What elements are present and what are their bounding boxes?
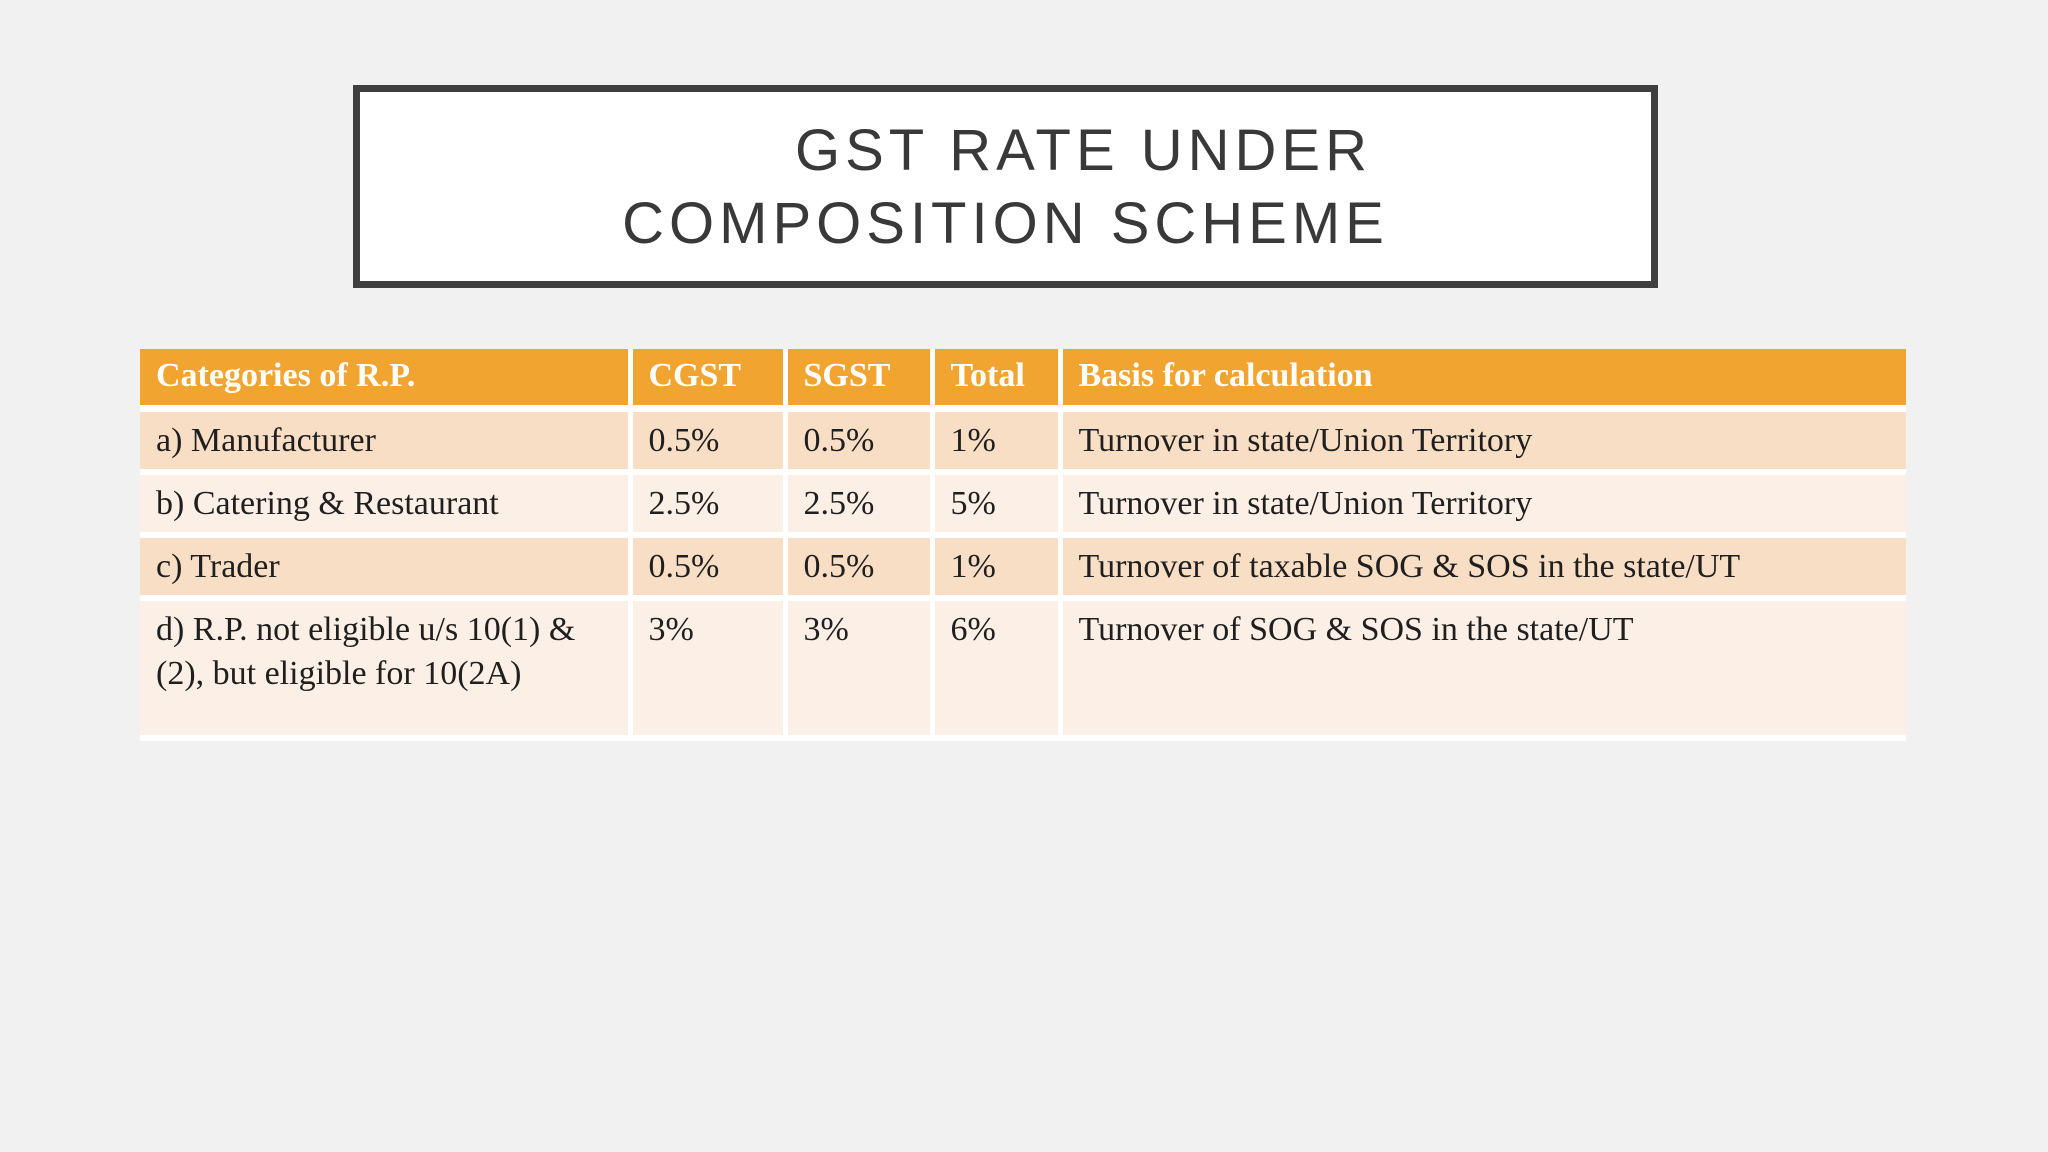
cell-row-b-sgst: 2.5% [785, 471, 935, 538]
cell-row-a-cgst: 0.5% [630, 408, 788, 475]
cell-row-c-sgst: 0.5% [785, 534, 935, 601]
gst-rate-table: Categories of R.P. CGST SGST Total Basis for… [140, 349, 1906, 741]
slide-title-line-1: GST RATE UNDER [794, 117, 1373, 183]
cell-row-c-total: 1% [932, 534, 1063, 601]
cell-row-b-cgst: 2.5% [630, 471, 788, 538]
column-header-sgst: SGST [785, 349, 935, 412]
table-header-row: Categories of R.P. CGST SGST Total Basis for… [140, 349, 1906, 412]
cell-row-d-categories: d) R.P. not eligible u/s 10(1) & (2), bu… [140, 597, 633, 741]
cell-row-a-categories: a) Manufacturer [140, 408, 633, 475]
column-header-basis: Basis for calculation [1060, 349, 1906, 412]
column-header-total: Total [932, 349, 1063, 412]
table-row-row-d: d) R.P. not eligible u/s 10(1) & (2), bu… [140, 597, 1906, 741]
column-header-categories: Categories of R.P. [140, 349, 633, 412]
table-row-row-c: c) Trader 0.5% 0.5% 1% Turnover of taxable S… [140, 534, 1906, 601]
cell-row-d-basis: Turnover of SOG & SOS in the state/UT [1060, 597, 1906, 741]
table-body: a) Manufacturer 0.5% 0.5% 1% Turnover in sta… [140, 408, 1906, 741]
header-row: Categories of R.P. CGST SGST Total Basis for… [140, 349, 1906, 412]
cell-row-d-sgst: 3% [785, 597, 935, 741]
cell-row-a-total: 1% [932, 408, 1063, 475]
cell-row-c-categories: c) Trader [140, 534, 633, 601]
cell-row-c-cgst: 0.5% [630, 534, 788, 601]
cell-row-d-total: 6% [932, 597, 1063, 741]
slide-title-line-2: COMPOSITION SCHEME [622, 190, 1389, 256]
cell-row-b-total: 5% [932, 471, 1063, 538]
cell-row-b-categories: b) Catering & Restaurant [140, 471, 633, 538]
column-header-cgst: CGST [630, 349, 788, 412]
cell-row-b-basis: Turnover in state/Union Territory [1060, 471, 1906, 538]
cell-row-a-sgst: 0.5% [785, 408, 935, 475]
cell-row-d-cgst: 3% [630, 597, 788, 741]
cell-row-c-basis: Turnover of taxable SOG & SOS in the sta… [1060, 534, 1906, 601]
table-row-row-b: b) Catering & Restaurant 2.5% 2.5% 5% Turnov… [140, 471, 1906, 538]
slide-title-box: GST RATE UNDER COMPOSITION SCHEME [353, 85, 1658, 288]
cell-row-a-basis: Turnover in state/Union Territory [1060, 408, 1906, 475]
table-row-row-a: a) Manufacturer 0.5% 0.5% 1% Turnover in sta… [140, 408, 1906, 475]
